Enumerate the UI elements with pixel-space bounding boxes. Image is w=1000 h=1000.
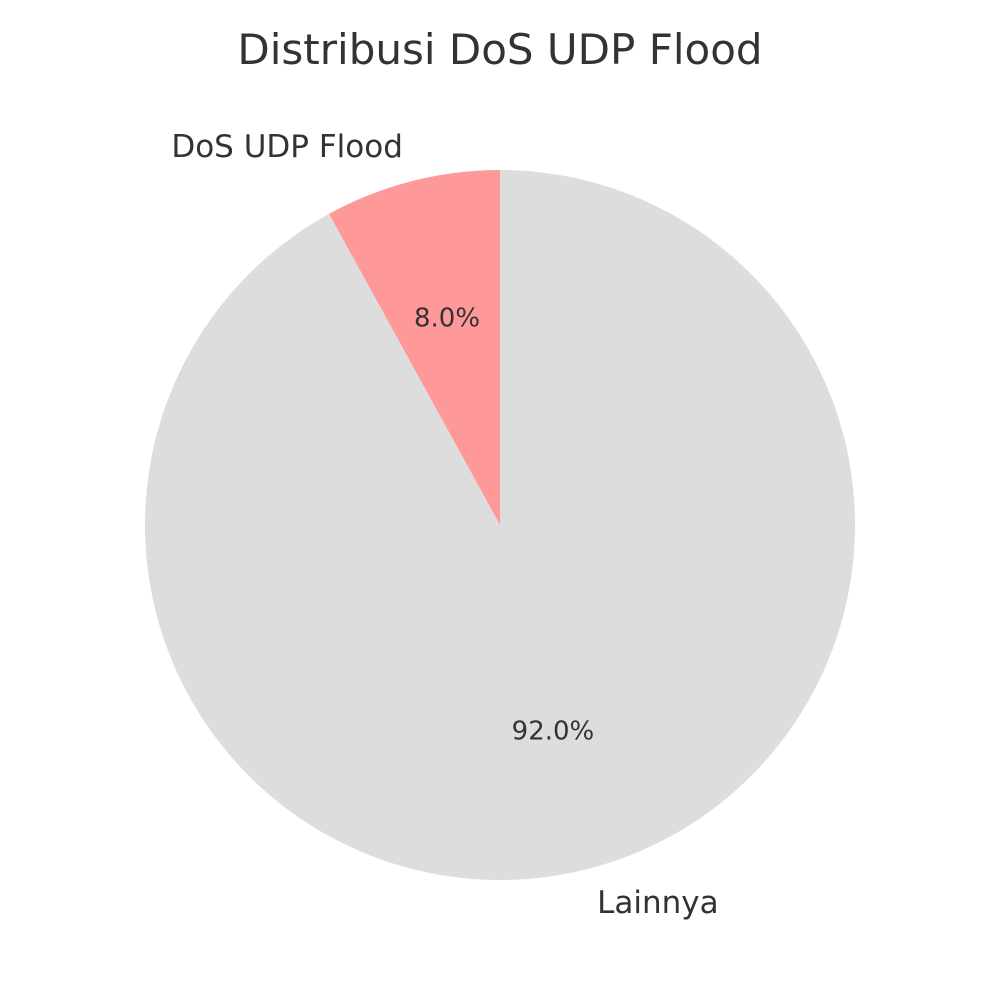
slice-label-lainnya: Lainnya	[597, 885, 719, 921]
pct-label-dos-udp-flood: 8.0%	[414, 304, 480, 334]
pie-slice-lainnya	[144, 170, 855, 880]
pie-slices	[144, 170, 855, 880]
pie-slice-dos-udp-flood	[328, 170, 500, 525]
slice-label-dos-udp-flood: DoS UDP Flood	[171, 129, 403, 165]
pct-label-lainnya: 92.0%	[512, 716, 595, 746]
pie-labels: 8.0% DoS UDP Flood 92.0% Lainnya	[171, 129, 718, 921]
chart-title: Distribusi DoS UDP Flood	[237, 25, 762, 74]
